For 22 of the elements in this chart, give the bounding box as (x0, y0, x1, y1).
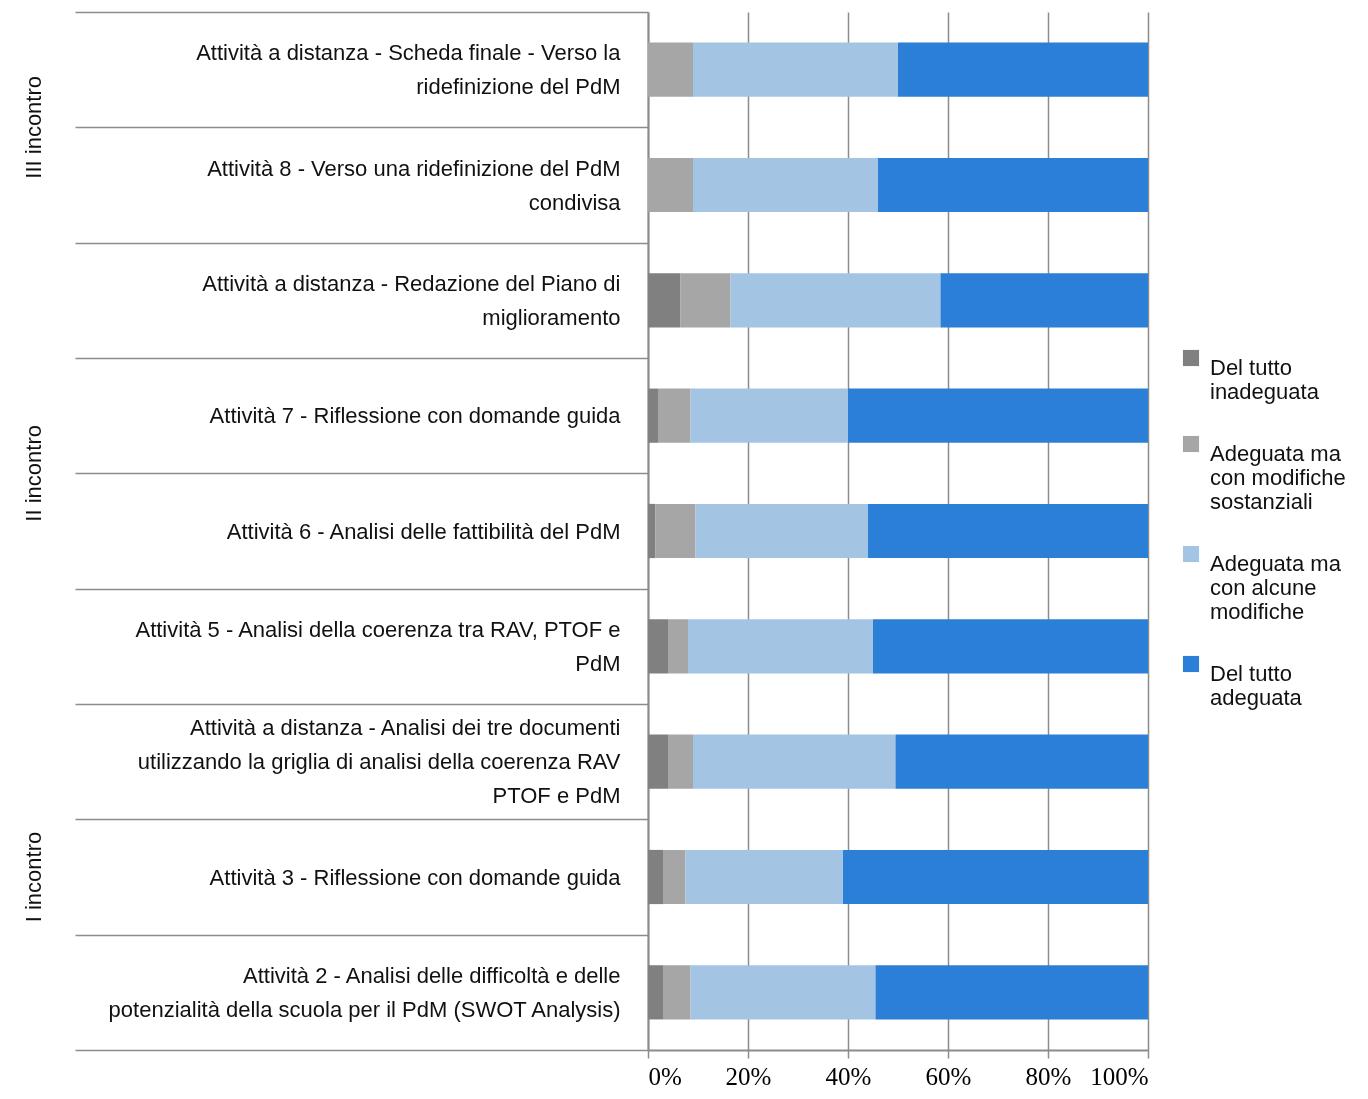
y-tick-label: Attività 3 - Riflessione con domande guida (209, 864, 622, 890)
text: I incontro (21, 831, 46, 923)
text: III incontro (21, 75, 46, 179)
legend-label: Adeguata ma con modifiche sostanziali (1210, 441, 1346, 514)
x-tick-label: 60% (925, 1062, 972, 1090)
x-tick-label: 20% (725, 1062, 772, 1090)
legend-label: Del tutto inadeguata (1210, 355, 1320, 404)
x-tick-label: 100% (1090, 1062, 1149, 1090)
y-tick-label: Attività 6 - Analisi delle fattibilità del PdM (226, 518, 621, 544)
legend-label: Del tutto adeguata (1210, 661, 1303, 710)
y-tick-label: Attività 8 - Verso una ridefinizione del PdM condivisa (207, 155, 622, 215)
y-tick-label: Attività 5 - Analisi della coerenza tra RAV, PTOF e PdM (135, 616, 621, 676)
x-tick-label: 40% (825, 1062, 872, 1090)
y-tick-label: Attività a distanza - Scheda finale - Verso la ridefinizione del PdM (196, 40, 622, 100)
x-tick-label: 80% (1025, 1062, 1072, 1090)
legend-label: Adeguata ma con alcune modifiche (1210, 551, 1342, 624)
y-tick-label: Attività 7 - Riflessione con domande guida (209, 403, 622, 429)
x-tick-label: 0% (648, 1062, 682, 1090)
y-tick-label: Attività a distanza - Redazione del Piano di miglioramento (202, 270, 621, 330)
y-tick-label: Attività a distanza - Analisi dei tre documenti utilizzando la griglia di analisi della coerenza RAV PTOF e PdM (137, 715, 621, 809)
y-tick-label: Attività 2 - Analisi delle difficoltà e delle potenzialità della scuola per il PdM (SWOT Analysis) (108, 962, 621, 1022)
text: II incontro (21, 425, 46, 522)
